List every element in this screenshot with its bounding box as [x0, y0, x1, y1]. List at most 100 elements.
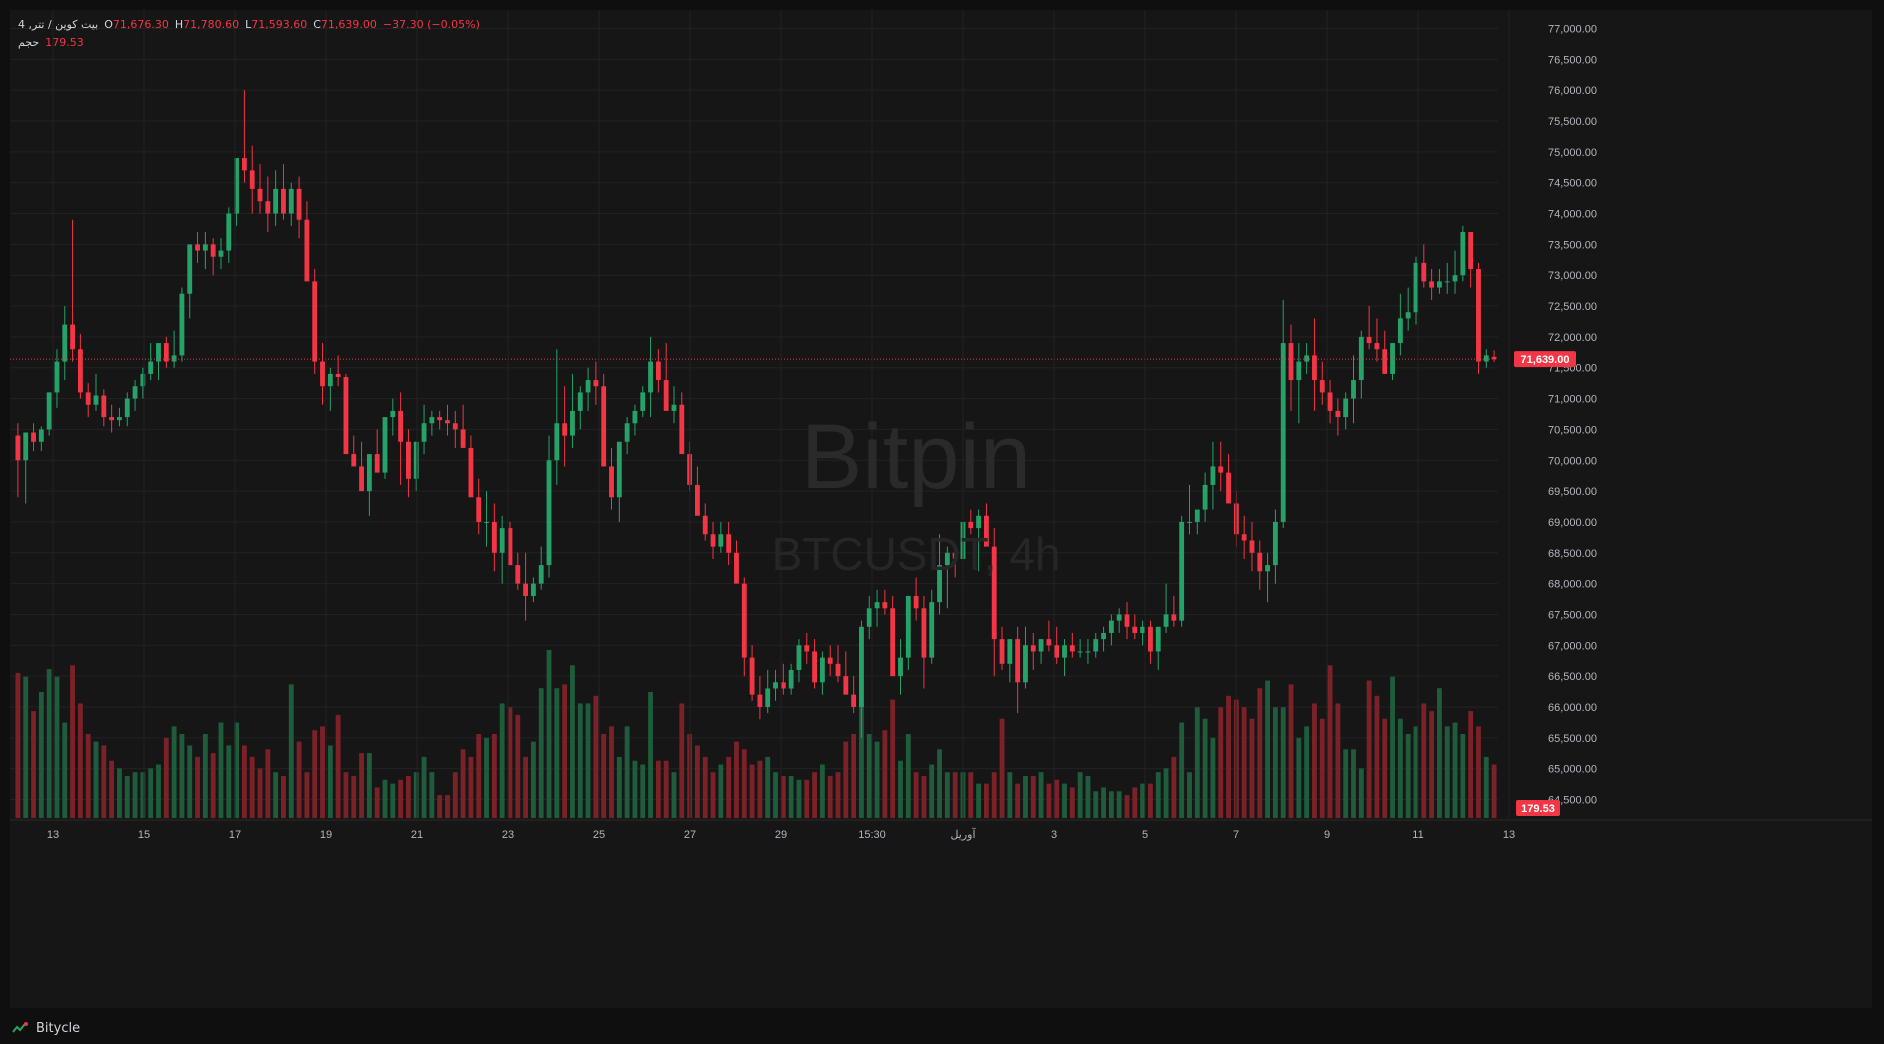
- price-tick-label: 73,000.00: [1548, 270, 1597, 282]
- volume-bar: [1265, 680, 1271, 818]
- volume-bar: [1257, 688, 1263, 818]
- volume-bar: [843, 741, 849, 818]
- price-tick-label: 74,000.00: [1548, 209, 1597, 221]
- volume-bar: [1476, 726, 1481, 818]
- candle-body: [812, 651, 818, 683]
- price-tick-label: 64,500.00: [1548, 794, 1597, 806]
- candle-body: [624, 423, 630, 442]
- candle-body: [1296, 361, 1302, 381]
- time-tick-label: 29: [775, 829, 787, 841]
- symbol-timeframe[interactable]: بیت کوین / تتر, 4: [18, 18, 99, 31]
- chart-pane[interactable]: 77,000.00 76,500.00 76,000.00 75,500.00 75,0…: [10, 10, 1872, 1008]
- candle-body: [163, 343, 169, 362]
- candle-body: [390, 410, 396, 418]
- volume-bar: [156, 764, 161, 818]
- volume-bar: [515, 714, 521, 818]
- candle-body: [523, 583, 529, 596]
- price-tick-label: 66,500.00: [1548, 671, 1597, 683]
- volume-bar: [163, 737, 169, 818]
- volume-bar: [952, 772, 958, 818]
- price-tick-label: 69,000.00: [1548, 517, 1597, 529]
- candle-body: [1405, 312, 1411, 319]
- candle-body: [663, 380, 669, 411]
- volume-bar: [804, 779, 810, 818]
- volume-bar: [1155, 772, 1161, 818]
- volume-bar: [1101, 787, 1106, 818]
- brand-name: Bitycle: [36, 1020, 81, 1036]
- candle-body: [484, 521, 489, 523]
- volume-bar: [1179, 722, 1185, 818]
- volume-bar: [702, 756, 708, 818]
- candle-body: [1046, 639, 1052, 646]
- volume-bar: [905, 734, 911, 818]
- candle-body: [890, 608, 896, 677]
- volume-bar: [570, 665, 575, 818]
- candle-body: [187, 244, 193, 294]
- current-volume-tag: [1516, 800, 1560, 816]
- candle-body: [538, 565, 544, 584]
- candle-body: [1249, 540, 1255, 553]
- volume-bar: [187, 745, 193, 818]
- volume-bar: [999, 718, 1005, 818]
- volume-bar: [1187, 772, 1192, 818]
- volume-value: 179.53: [45, 36, 84, 49]
- volume-label: حجم: [18, 36, 40, 49]
- candle-body: [1194, 509, 1200, 522]
- candle-body: [757, 694, 763, 707]
- candle-body: [968, 521, 974, 529]
- candle-body: [1343, 398, 1349, 418]
- time-tick-label: 19: [320, 829, 332, 841]
- price-tick-label: 73,500.00: [1548, 239, 1597, 251]
- brand-badge[interactable]: Bitycle: [12, 1021, 80, 1036]
- candle-body: [1101, 632, 1106, 640]
- volume-bar: [991, 772, 997, 818]
- time-tick-label: 13: [47, 829, 59, 841]
- volume-bar: [1460, 734, 1466, 818]
- volume-bar: [1085, 776, 1091, 818]
- candle-body: [1007, 639, 1013, 664]
- candle-body: [1257, 552, 1263, 572]
- volume-bar: [749, 764, 755, 818]
- candle-body: [671, 404, 677, 411]
- volume-bar: [562, 684, 568, 818]
- volume-bar: [77, 703, 83, 818]
- volume-bar: [1171, 756, 1177, 818]
- chart-background: [10, 10, 1872, 1008]
- volume-bar: [694, 745, 700, 818]
- candle-body: [249, 170, 255, 189]
- volume-bar: [1148, 783, 1153, 818]
- candle-body: [109, 417, 115, 421]
- candle-body: [734, 552, 739, 584]
- volume-bar: [851, 734, 857, 818]
- volume-bar: [281, 776, 286, 818]
- volume-bar: [62, 722, 68, 818]
- bottom-bar: Bitycle: [0, 1012, 1884, 1044]
- volume-bar: [429, 772, 435, 818]
- candle-body: [382, 417, 388, 473]
- volume-bar: [913, 772, 919, 818]
- candle-body: [609, 466, 614, 498]
- volume-row: حجم 179.53: [18, 34, 480, 52]
- chart-legend: بیت کوین / تتر, 4 O71,676.30 H71,780.60 …: [18, 16, 480, 52]
- candle-body: [226, 213, 232, 251]
- candle-body: [234, 158, 240, 214]
- volume-bar: [218, 722, 224, 818]
- price-tick-label: 72,000.00: [1548, 332, 1597, 344]
- volume-bar: [366, 753, 372, 818]
- volume-bar: [406, 776, 411, 818]
- volume-bar: [491, 734, 497, 818]
- volume-bar: [210, 753, 216, 818]
- candle-body: [124, 398, 130, 418]
- volume-bar: [859, 703, 864, 818]
- volume-bar: [195, 756, 200, 818]
- candle-body: [1179, 521, 1185, 621]
- volume-bar: [624, 726, 630, 818]
- candle-body: [835, 663, 841, 677]
- candlestick-chart[interactable]: 77,000.00 76,500.00 76,000.00 75,500.00 75,0…: [10, 10, 1872, 1008]
- volume-bar: [1030, 776, 1036, 818]
- candle-body: [1054, 645, 1060, 658]
- time-tick-label: 13: [1503, 829, 1515, 841]
- candle-body: [70, 324, 76, 350]
- candle-body: [179, 293, 185, 356]
- candle-body: [499, 528, 505, 553]
